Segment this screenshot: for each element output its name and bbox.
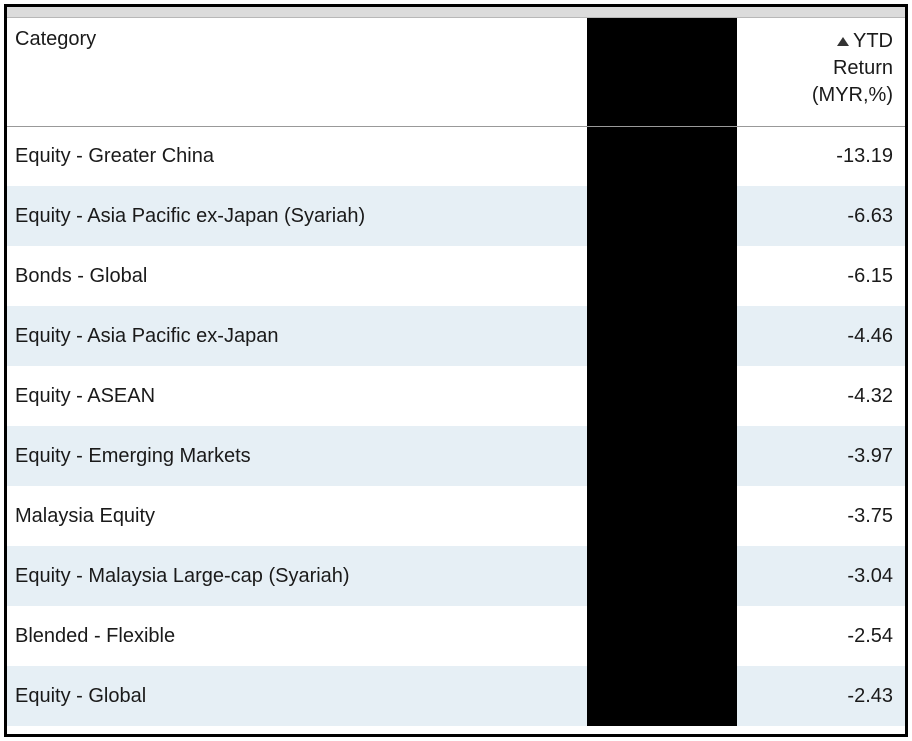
- header-category[interactable]: Category: [7, 18, 587, 126]
- cell-ytd-return: -13.19: [737, 126, 905, 186]
- header-redacted-column: [587, 18, 737, 126]
- cell-category: Equity - Asia Pacific ex-Japan: [7, 306, 587, 366]
- table-row[interactable]: Equity - Asia Pacific ex-Japan -4.46: [7, 306, 905, 366]
- table-body: Equity - Greater China-13.19Equity - Asi…: [7, 126, 905, 726]
- table-container: Category YTD Return (MYR,%) Equity - Gre…: [7, 18, 905, 726]
- cell-category: Equity - Malaysia Large-cap (Syariah): [7, 546, 587, 606]
- table-row[interactable]: Equity - Global -2.43: [7, 666, 905, 726]
- cell-ytd-return: -3.04: [737, 546, 905, 606]
- cell-redacted: [587, 546, 737, 606]
- top-bar: [7, 7, 905, 18]
- cell-ytd-return: -4.46: [737, 306, 905, 366]
- table-row[interactable]: Equity - Malaysia Large-cap (Syariah) -3.…: [7, 546, 905, 606]
- table-row[interactable]: Malaysia Equity -3.75: [7, 486, 905, 546]
- table-header-row: Category YTD Return (MYR,%): [7, 18, 905, 126]
- ytd-label-1: YTD: [853, 28, 893, 55]
- cell-category: Equity - Global: [7, 666, 587, 726]
- cell-category: Bonds - Global: [7, 246, 587, 306]
- cell-ytd-return: -3.97: [737, 426, 905, 486]
- cell-redacted: [587, 126, 737, 186]
- ytd-label-3: (MYR,%): [745, 82, 893, 109]
- header-ytd-return[interactable]: YTD Return (MYR,%): [737, 18, 905, 126]
- table-row[interactable]: Equity - ASEAN -4.32: [7, 366, 905, 426]
- cell-ytd-return: -6.15: [737, 246, 905, 306]
- table-row[interactable]: Equity - Emerging Markets -3.97: [7, 426, 905, 486]
- table-row[interactable]: Blended - Flexible -2.54: [7, 606, 905, 666]
- sort-ascending-icon: [837, 37, 849, 46]
- cell-category: Malaysia Equity: [7, 486, 587, 546]
- cell-redacted: [587, 666, 737, 726]
- cell-redacted: [587, 186, 737, 246]
- table-row[interactable]: Bonds - Global -6.15: [7, 246, 905, 306]
- table-row[interactable]: Equity - Greater China -13.19: [7, 126, 905, 186]
- cell-redacted: [587, 246, 737, 306]
- cell-ytd-return: -3.75: [737, 486, 905, 546]
- table-row[interactable]: Equity - Asia Pacific ex-Japan (Syariah)…: [7, 186, 905, 246]
- cell-category: Equity - Emerging Markets: [7, 426, 587, 486]
- ytd-label-2: Return: [745, 55, 893, 82]
- ytd-header-line1: YTD: [745, 28, 893, 55]
- cell-category: Equity - ASEAN: [7, 366, 587, 426]
- returns-table: Category YTD Return (MYR,%) Equity - Gre…: [7, 18, 905, 726]
- cell-category: Equity - Greater China: [7, 126, 587, 186]
- cell-redacted: [587, 606, 737, 666]
- cell-ytd-return: -4.32: [737, 366, 905, 426]
- table-panel: Category YTD Return (MYR,%) Equity - Gre…: [4, 4, 908, 737]
- cell-redacted: [587, 426, 737, 486]
- cell-ytd-return: -2.54: [737, 606, 905, 666]
- cell-ytd-return: -2.43: [737, 666, 905, 726]
- cell-redacted: [587, 306, 737, 366]
- cell-category: Blended - Flexible: [7, 606, 587, 666]
- cell-ytd-return: -6.63: [737, 186, 905, 246]
- cell-redacted: [587, 366, 737, 426]
- cell-redacted: [587, 486, 737, 546]
- cell-category: Equity - Asia Pacific ex-Japan (Syariah): [7, 186, 587, 246]
